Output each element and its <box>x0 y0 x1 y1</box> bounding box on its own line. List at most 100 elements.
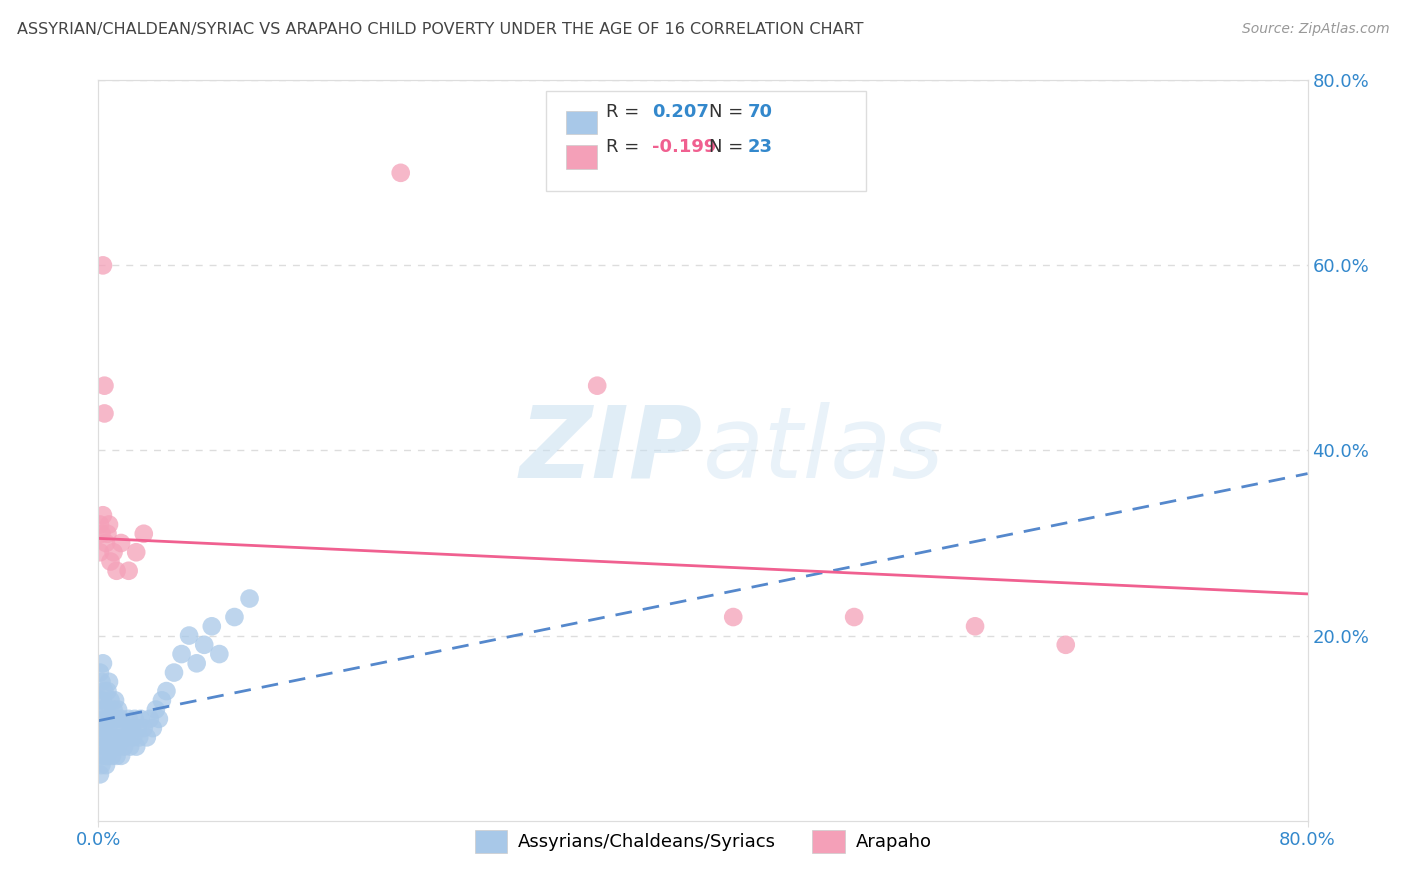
Point <box>122 731 145 745</box>
Point <box>723 610 745 624</box>
Point <box>91 721 114 735</box>
Legend: Assyrians/Chaldeans/Syriacs, Arapaho: Assyrians/Chaldeans/Syriacs, Arapaho <box>467 823 939 860</box>
Point <box>107 739 129 754</box>
Point <box>105 748 128 763</box>
Point <box>124 712 146 726</box>
Point <box>98 712 121 726</box>
Text: 0.207: 0.207 <box>652 103 709 121</box>
Point <box>186 657 208 671</box>
Point <box>103 545 125 559</box>
Point <box>179 628 201 642</box>
Point <box>170 647 193 661</box>
Point <box>91 693 114 707</box>
Text: 23: 23 <box>748 138 773 156</box>
Point <box>112 739 135 754</box>
Point <box>201 619 224 633</box>
Point <box>128 731 150 745</box>
Point <box>239 591 262 606</box>
Point <box>101 748 124 763</box>
Point <box>94 536 117 550</box>
Point <box>129 712 152 726</box>
Point <box>142 721 165 735</box>
Point <box>145 703 167 717</box>
Point <box>586 378 609 392</box>
Point <box>93 712 115 726</box>
Point <box>110 712 132 726</box>
FancyBboxPatch shape <box>567 111 596 135</box>
Point <box>103 703 125 717</box>
Point <box>100 693 122 707</box>
Point <box>90 674 112 689</box>
Point <box>91 259 114 273</box>
Point <box>100 554 122 569</box>
Point <box>110 748 132 763</box>
Text: Source: ZipAtlas.com: Source: ZipAtlas.com <box>1241 22 1389 37</box>
Point <box>89 739 111 754</box>
FancyBboxPatch shape <box>546 91 866 191</box>
Point <box>114 721 136 735</box>
Point <box>135 731 157 745</box>
Point <box>1054 638 1077 652</box>
Point <box>91 748 114 763</box>
Point <box>208 647 231 661</box>
Point <box>89 721 111 735</box>
Point <box>94 703 117 717</box>
Point <box>163 665 186 680</box>
Text: ASSYRIAN/CHALDEAN/SYRIAC VS ARAPAHO CHILD POVERTY UNDER THE AGE OF 16 CORRELATIO: ASSYRIAN/CHALDEAN/SYRIAC VS ARAPAHO CHIL… <box>17 22 863 37</box>
Point <box>93 407 115 421</box>
Text: N =: N = <box>709 138 749 156</box>
Point <box>148 712 170 726</box>
Point <box>115 731 138 745</box>
Point <box>93 378 115 392</box>
Point <box>91 508 114 523</box>
Point <box>118 712 141 726</box>
Point <box>100 731 122 745</box>
Point <box>89 665 111 680</box>
Point <box>121 721 143 735</box>
Point <box>104 731 127 745</box>
Point <box>224 610 246 624</box>
Point <box>125 545 148 559</box>
Point <box>93 684 115 698</box>
Point <box>125 739 148 754</box>
Point <box>150 693 173 707</box>
Point <box>105 712 128 726</box>
Point <box>98 674 121 689</box>
Point <box>103 739 125 754</box>
Point <box>105 564 128 578</box>
Point <box>93 739 115 754</box>
Point <box>110 536 132 550</box>
Point <box>89 693 111 707</box>
Point <box>98 739 121 754</box>
Point <box>96 684 118 698</box>
Point <box>94 758 117 772</box>
Point <box>89 545 111 559</box>
Point <box>844 610 866 624</box>
FancyBboxPatch shape <box>567 145 596 169</box>
Point <box>89 517 111 532</box>
Point <box>96 721 118 735</box>
Point <box>118 564 141 578</box>
Point <box>155 684 177 698</box>
Point <box>96 526 118 541</box>
Point <box>91 657 114 671</box>
Text: 70: 70 <box>748 103 773 121</box>
Text: R =: R = <box>606 103 645 121</box>
Point <box>98 517 121 532</box>
Point <box>90 731 112 745</box>
Point <box>389 166 412 180</box>
Point <box>139 712 162 726</box>
Point <box>96 748 118 763</box>
Point <box>90 758 112 772</box>
Text: -0.199: -0.199 <box>652 138 717 156</box>
Point <box>127 721 149 735</box>
Point <box>193 638 215 652</box>
Text: R =: R = <box>606 138 645 156</box>
Point <box>132 721 155 735</box>
Point <box>965 619 987 633</box>
Text: ZIP: ZIP <box>520 402 703 499</box>
Text: atlas: atlas <box>703 402 945 499</box>
Point <box>132 526 155 541</box>
Point <box>111 731 134 745</box>
Point <box>120 739 142 754</box>
